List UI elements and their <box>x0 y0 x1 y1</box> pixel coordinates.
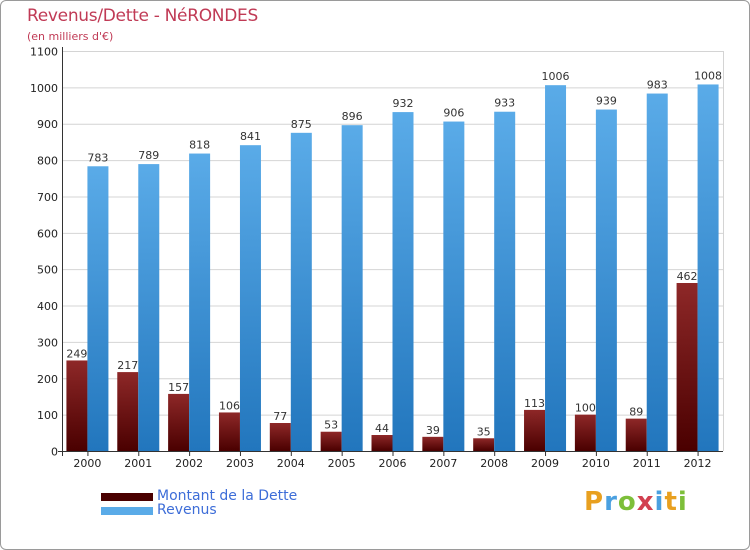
y-tick-label: 100 <box>37 409 58 422</box>
value-label-debt-2002: 157 <box>168 381 189 394</box>
bar-debt-2010 <box>574 414 596 451</box>
legend-swatch-debt <box>101 493 153 501</box>
value-label-revenue-2012: 1008 <box>694 69 722 82</box>
x-tick-label-2009: 2009 <box>531 457 559 470</box>
bar-revenue-2008 <box>494 111 516 452</box>
y-tick-label: 500 <box>37 264 58 277</box>
value-label-revenue-2006: 932 <box>393 97 414 110</box>
value-label-debt-2000: 249 <box>66 347 87 360</box>
bar-revenue-2012 <box>697 84 719 452</box>
value-label-revenue-2003: 841 <box>240 130 261 143</box>
value-label-revenue-2011: 983 <box>647 79 668 92</box>
value-label-revenue-2000: 783 <box>87 151 108 164</box>
value-label-debt-2010: 100 <box>575 402 596 415</box>
bar-revenue-2011 <box>646 93 668 451</box>
x-tick-label-2010: 2010 <box>582 457 610 470</box>
y-tick-label: 900 <box>37 118 58 131</box>
bar-debt-2006 <box>371 435 393 451</box>
logo-letter: P <box>584 487 605 517</box>
x-tick-label-2003: 2003 <box>226 457 254 470</box>
proxiti-logo: Proxiti <box>584 487 688 517</box>
bar-revenue-2000 <box>87 166 109 452</box>
x-tick-label-2008: 2008 <box>480 457 508 470</box>
x-tick-label-2001: 2001 <box>124 457 152 470</box>
bar-revenue-2007 <box>443 121 465 451</box>
legend-swatch-revenue <box>101 507 153 515</box>
chart-subtitle: (en milliers d'€) <box>27 30 114 43</box>
x-tick-label-2011: 2011 <box>633 457 661 470</box>
value-label-revenue-2002: 818 <box>189 139 210 152</box>
bar-debt-2008 <box>473 438 495 451</box>
value-label-debt-2006: 44 <box>375 422 389 435</box>
legend-label-debt: Montant de la Dette <box>157 488 298 504</box>
bar-revenue-2010 <box>595 109 617 451</box>
bars <box>66 84 719 452</box>
value-label-revenue-2008: 933 <box>494 97 515 110</box>
value-label-debt-2003: 106 <box>219 399 240 412</box>
value-label-debt-2011: 89 <box>629 406 643 419</box>
y-tick-label: 400 <box>37 300 58 313</box>
bar-revenue-2005 <box>341 125 363 451</box>
value-labels: 249 783 217 789 157 818 106 841 77 875 53 896 44 932 3… <box>66 69 722 438</box>
value-label-debt-2004: 77 <box>273 410 287 423</box>
bar-debt-2007 <box>422 436 444 451</box>
y-tick-label: 1100 <box>30 46 58 59</box>
bar-revenue-2004 <box>290 132 312 451</box>
logo-letter: i <box>677 487 688 517</box>
y-tick-label: 1000 <box>30 82 58 95</box>
bar-revenue-2001 <box>138 164 160 451</box>
logo-letter: o <box>617 487 637 517</box>
bar-debt-2011 <box>625 418 647 451</box>
x-tick-label-2004: 2004 <box>277 457 305 470</box>
bar-debt-2000 <box>66 360 88 451</box>
value-label-debt-2012: 462 <box>677 270 698 283</box>
value-label-debt-2008: 35 <box>477 425 491 438</box>
bar-debt-2005 <box>320 431 342 451</box>
y-tick-label: 0 <box>51 446 58 459</box>
x-tick-label-2006: 2006 <box>379 457 407 470</box>
value-label-debt-2005: 53 <box>324 419 338 432</box>
y-tick-label: 300 <box>37 336 58 349</box>
logo-letter: r <box>604 487 618 517</box>
value-label-debt-2009: 113 <box>524 397 545 410</box>
value-label-revenue-2007: 906 <box>443 107 464 120</box>
y-tick-label: 700 <box>37 191 58 204</box>
value-label-revenue-2001: 789 <box>138 149 159 162</box>
bar-debt-2002 <box>168 393 190 451</box>
bar-debt-2012 <box>676 283 698 451</box>
value-label-debt-2001: 217 <box>117 359 138 372</box>
axes: 0 100 200 300 400 500 600 700 800 900 1000 1100 2000… <box>30 46 723 470</box>
chart-title: Revenus/Dette - NéRONDES <box>27 6 258 26</box>
value-label-revenue-2009: 1006 <box>542 70 570 83</box>
x-tick-label-2002: 2002 <box>175 457 203 470</box>
bar-debt-2009 <box>524 409 546 451</box>
x-tick-label-2007: 2007 <box>429 457 457 470</box>
value-label-revenue-2010: 939 <box>596 95 617 108</box>
value-label-debt-2007: 39 <box>426 424 440 437</box>
value-label-revenue-2004: 875 <box>291 118 312 131</box>
bar-revenue-2006 <box>392 112 414 451</box>
y-tick-label: 200 <box>37 373 58 386</box>
x-tick-label-2012: 2012 <box>684 457 712 470</box>
x-tick-label-2000: 2000 <box>73 457 101 470</box>
bar-revenue-2003 <box>239 145 261 451</box>
bar-revenue-2009 <box>545 85 567 451</box>
y-tick-label: 800 <box>37 155 58 168</box>
y-tick-label: 600 <box>37 227 58 240</box>
bar-debt-2003 <box>218 412 240 451</box>
legend-label-revenue: Revenus <box>157 502 217 518</box>
bar-debt-2001 <box>117 372 139 451</box>
bar-debt-2004 <box>269 423 291 451</box>
logo-letter: i <box>654 487 665 517</box>
x-tick-label-2005: 2005 <box>328 457 356 470</box>
logo-letter: x <box>636 487 655 517</box>
value-label-revenue-2005: 896 <box>342 110 363 123</box>
bar-revenue-2002 <box>189 153 211 451</box>
logo-letter: t <box>664 487 678 517</box>
